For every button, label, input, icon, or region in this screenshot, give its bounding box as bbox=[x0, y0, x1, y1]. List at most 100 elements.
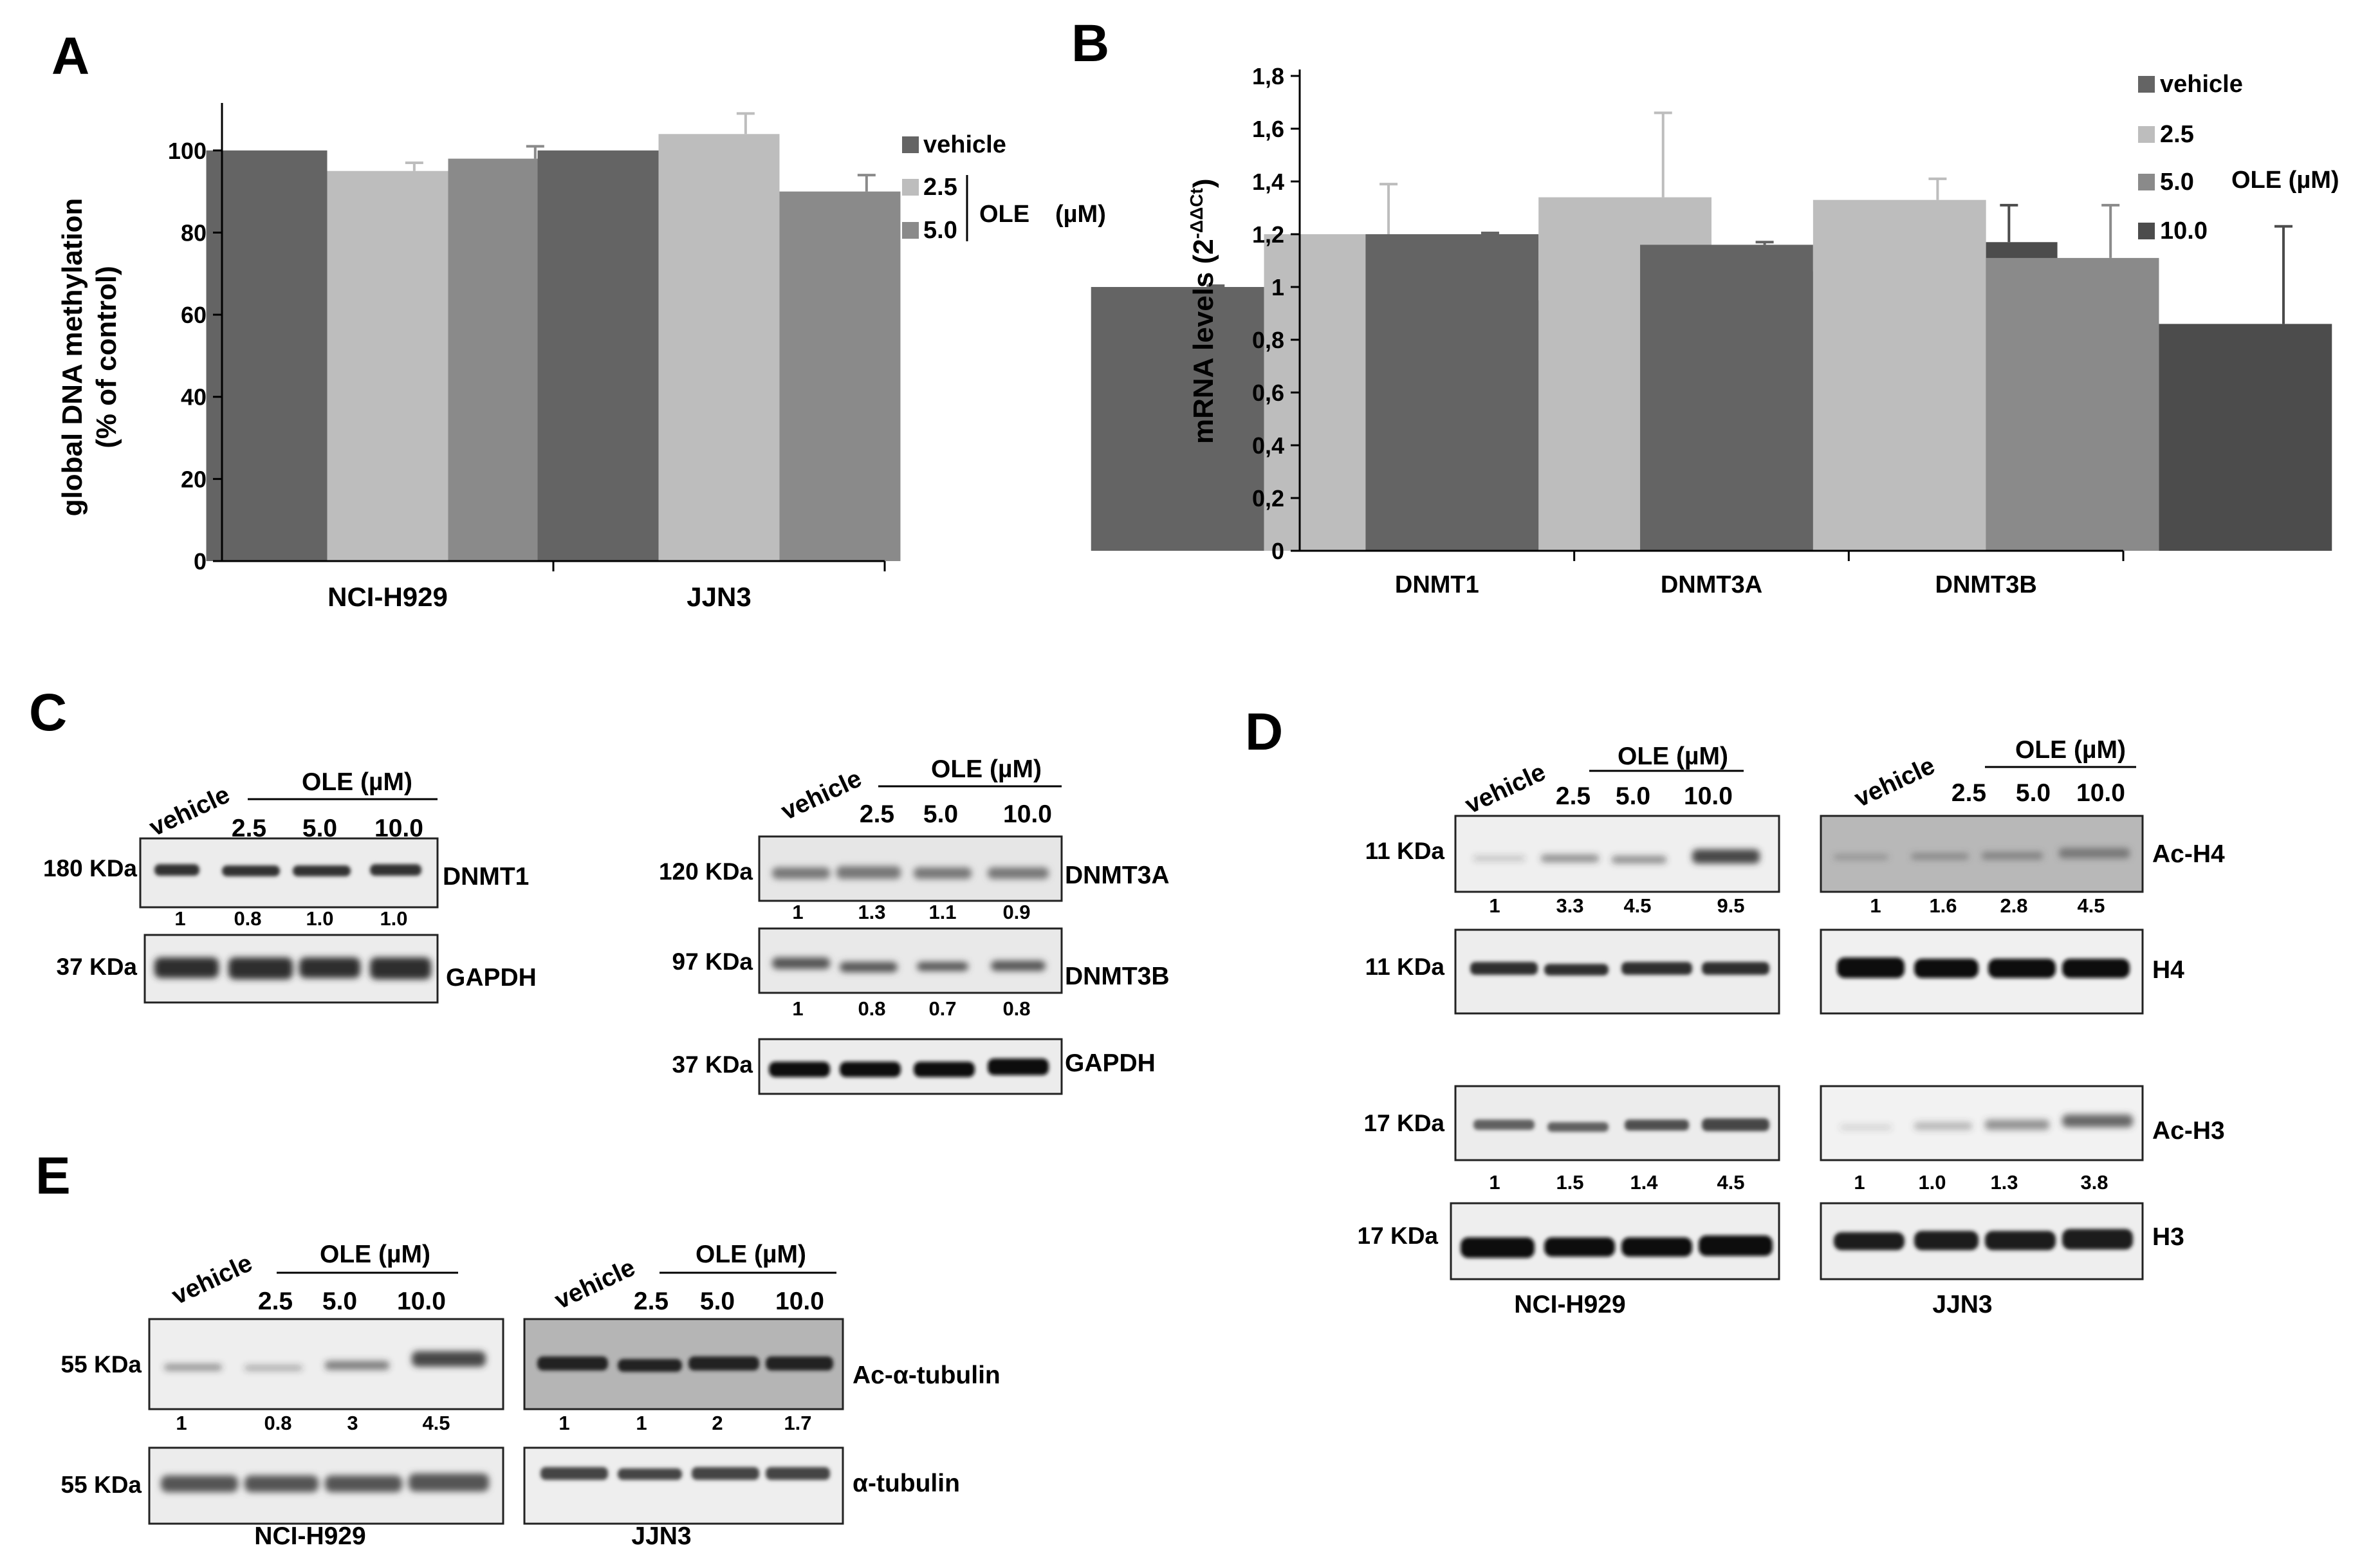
quant-dnmt3a-2: 1.3 bbox=[858, 901, 885, 923]
protein-label-tub: α-tubulin bbox=[853, 1470, 960, 1497]
quant-actub-nci-1: 1 bbox=[176, 1412, 187, 1434]
quant-ach3-nci-1: 1 bbox=[1489, 1171, 1500, 1194]
legend-b-swatch-vehicle bbox=[2138, 76, 2155, 93]
lane-label-5-0: 5.0 bbox=[2016, 779, 2051, 807]
quant-ach4-nci-3: 4.5 bbox=[1623, 894, 1651, 917]
bands-dnmt3b bbox=[772, 957, 1046, 972]
lane-label-5-0: 5.0 bbox=[923, 800, 958, 828]
chart-b-bar-vehicle bbox=[1091, 287, 1264, 551]
lane-label-5-0: 5.0 bbox=[322, 1288, 357, 1315]
lane-label-5-0: 5.0 bbox=[700, 1288, 735, 1315]
legend-a-swatch-5-0 bbox=[902, 222, 919, 239]
chart-b-bar-10-0 bbox=[2159, 324, 2332, 551]
legend-b-label-5-0: 5.0 bbox=[2160, 169, 2194, 196]
chart-b-bar-5-0 bbox=[1986, 257, 2159, 551]
quant-dnmt3b-2: 0.8 bbox=[858, 997, 885, 1020]
legend-a-unit: (µM) bbox=[1055, 201, 1106, 228]
chart-b-bar-2-5 bbox=[1813, 199, 1986, 551]
protein-label-h4: H4 bbox=[2152, 956, 2184, 984]
chart-a-bar-2-5 bbox=[658, 134, 780, 562]
chart-b-ytick-label: 0,8 bbox=[1252, 327, 1284, 353]
quant-dnmt3a-4: 0.9 bbox=[1002, 901, 1030, 923]
lane-label-vehicle: vehicle bbox=[168, 1249, 257, 1310]
lane-label-vehicle: vehicle bbox=[1850, 752, 1939, 813]
bands-h3-nci bbox=[1461, 1235, 1773, 1258]
chart-b-ytick-label: 0,6 bbox=[1252, 380, 1284, 406]
legend-b-label-vehicle: vehicle bbox=[2160, 71, 2243, 98]
chart-b-ytick-label: 1,8 bbox=[1252, 63, 1284, 89]
bands-gapdh-left bbox=[154, 957, 431, 979]
ole-header: OLE (µM) bbox=[302, 768, 412, 796]
chart-b-ytick-label: 1,4 bbox=[1252, 169, 1284, 195]
quant-ach3-jjn3-4: 3.8 bbox=[2080, 1171, 2108, 1194]
chart-b-ylabel-main: mRNA levels (2 bbox=[1188, 239, 1219, 444]
chart-b-bar-vehicle bbox=[1365, 234, 1539, 551]
blot-c-right: vehicle OLE (µM) 2.5 5.0 10.0 120 KDa DN… bbox=[659, 755, 1170, 1095]
chart-a-ytick-label: 20 bbox=[181, 466, 207, 492]
quant-dnmt1-2: 0.8 bbox=[234, 907, 261, 930]
kda-label: 37 KDa bbox=[57, 954, 138, 980]
legend-a-swatch-2-5 bbox=[902, 179, 919, 196]
blot-tub-jjn3 bbox=[523, 1446, 844, 1525]
quant-ach3-jjn3-3: 1.3 bbox=[1990, 1171, 2018, 1194]
panel-e: vehicle OLE (µM) 2.5 5.0 10.0 vehicle OL… bbox=[61, 1241, 1001, 1550]
legend-a-label-5-0: 5.0 bbox=[923, 217, 957, 244]
bands-ach4-jjn3 bbox=[1834, 848, 2130, 860]
quant-ach3-jjn3-1: 1 bbox=[1854, 1171, 1865, 1194]
bands-tub-nci bbox=[161, 1473, 489, 1492]
lane-label-10-0: 10.0 bbox=[397, 1288, 446, 1315]
quant-actub-jjn3-4: 1.7 bbox=[784, 1412, 811, 1434]
quant-dnmt1-1: 1 bbox=[174, 907, 185, 930]
protein-label-ach3: Ac-H3 bbox=[2152, 1117, 2225, 1145]
cell-line-nci-h929: NCI-H929 bbox=[254, 1522, 365, 1550]
protein-label-gapdh: GAPDH bbox=[446, 964, 537, 992]
chart-b-ytick-label: 1,6 bbox=[1252, 116, 1284, 142]
protein-label-dnmt1: DNMT1 bbox=[443, 863, 529, 891]
chart-a-bars bbox=[206, 112, 901, 562]
chart-a-ytick-label: 40 bbox=[181, 384, 207, 411]
panel-d: vehicle OLE (µM) 2.5 5.0 10.0 vehicle OL… bbox=[1358, 736, 2225, 1318]
quant-actub-jjn3-1: 1 bbox=[558, 1412, 569, 1434]
kda-label: 37 KDa bbox=[672, 1051, 753, 1078]
kda-label: 97 KDa bbox=[672, 948, 753, 975]
bands-h4-nci bbox=[1470, 962, 1769, 975]
lane-label-10-0: 10.0 bbox=[775, 1288, 824, 1315]
ole-header: OLE (µM) bbox=[320, 1241, 430, 1268]
legend-b-swatch-10-0 bbox=[2138, 223, 2155, 239]
bands-ach4-nci bbox=[1473, 849, 1760, 864]
protein-label-ach4: Ac-H4 bbox=[2152, 840, 2225, 868]
chart-b-ylabel-close: ) bbox=[1188, 178, 1219, 188]
ole-header: OLE (µM) bbox=[931, 755, 1042, 783]
chart-a-ytick-label: 0 bbox=[194, 548, 207, 575]
chart-b-ytick-label: 1 bbox=[1271, 274, 1284, 300]
chart-b-ytick-label: 0,4 bbox=[1252, 432, 1284, 459]
quant-ach4-nci-4: 9.5 bbox=[1717, 894, 1744, 917]
quant-actub-jjn3-2: 1 bbox=[636, 1412, 647, 1434]
quant-dnmt1-3: 1.0 bbox=[306, 907, 333, 930]
quant-dnmt3b-1: 1 bbox=[792, 997, 803, 1020]
kda-label: 55 KDa bbox=[61, 1472, 142, 1498]
chart-a-bar-vehicle bbox=[537, 150, 659, 561]
chart-b-ylabel: mRNA levels (2-ΔΔCt) bbox=[1186, 178, 1219, 444]
chart-a-ylabel-line1: global DNA methylation bbox=[57, 198, 88, 517]
quant-ach4-jjn3-2: 1.6 bbox=[1929, 894, 1957, 917]
legend-a-label-2-5: 2.5 bbox=[923, 174, 957, 201]
lane-label-5-0: 5.0 bbox=[1616, 782, 1650, 810]
panel-label-b: B bbox=[1071, 14, 1109, 73]
quant-ach4-nci-1: 1 bbox=[1489, 894, 1500, 917]
chart-b-ylabel-sup: -ΔΔCt bbox=[1186, 188, 1206, 239]
lane-label-vehicle: vehicle bbox=[551, 1253, 640, 1315]
quant-dnmt3a-3: 1.1 bbox=[928, 901, 956, 923]
chart-a-ytick-label: 100 bbox=[168, 138, 207, 164]
chart-a-bar-vehicle bbox=[206, 150, 327, 561]
kda-label: 17 KDa bbox=[1358, 1223, 1439, 1249]
chart-b-ytick-label: 1,2 bbox=[1252, 221, 1284, 248]
kda-label: 11 KDa bbox=[1365, 954, 1445, 980]
chart-a-ytick-label: 60 bbox=[181, 302, 207, 328]
chart-a-ylabel-line2: (% of control) bbox=[91, 266, 122, 448]
bands-ach3-nci bbox=[1473, 1118, 1769, 1132]
bands-tub-jjn3 bbox=[540, 1467, 830, 1480]
legend-b-swatch-2-5 bbox=[2138, 126, 2155, 143]
lane-label-2-5: 2.5 bbox=[1951, 779, 1986, 807]
